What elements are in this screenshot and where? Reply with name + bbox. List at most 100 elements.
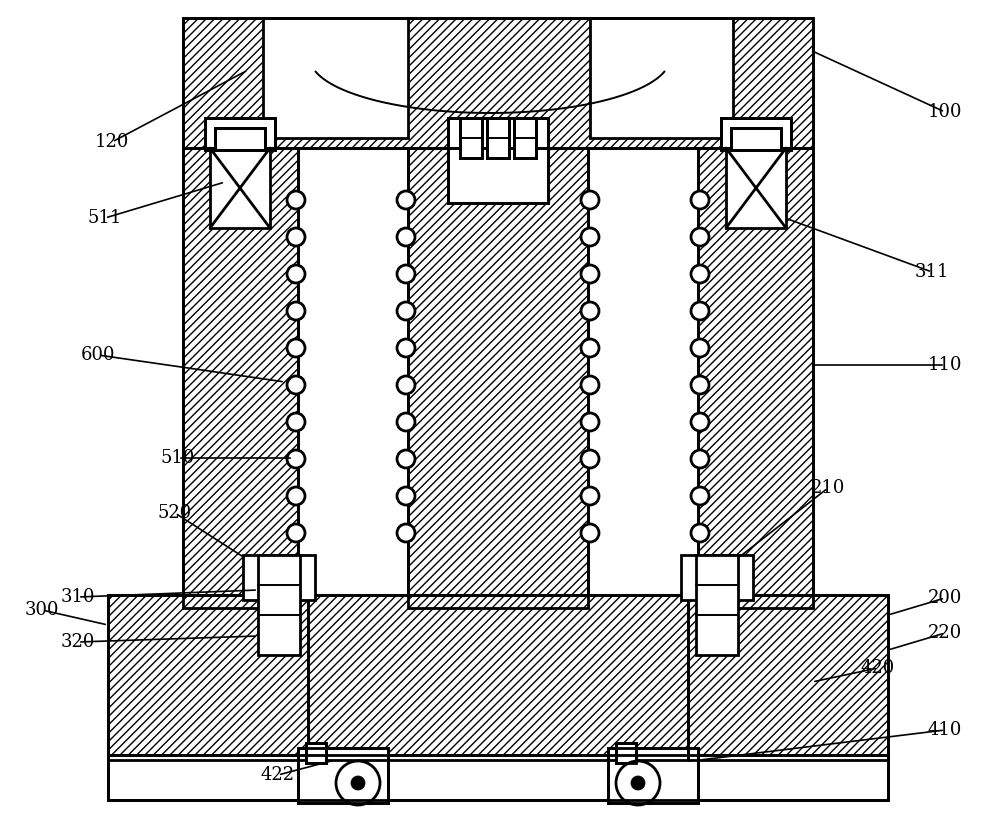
Bar [215,128,265,150]
Text: 110: 110 [928,356,962,374]
Circle shape [287,413,305,431]
Bar [698,148,813,608]
Bar [688,595,888,760]
Bar [726,148,786,228]
Text: 220: 220 [928,624,962,642]
Bar [698,148,813,608]
Bar [460,118,482,158]
Text: 510: 510 [161,449,195,467]
Bar [616,743,636,763]
Circle shape [691,265,709,283]
Bar [183,18,813,148]
Bar [205,118,275,150]
Bar [608,748,698,803]
Bar [408,148,588,608]
Bar [183,148,298,608]
Bar [108,595,308,760]
Circle shape [287,524,305,542]
Bar [308,595,688,760]
Bar [183,148,298,608]
Circle shape [287,339,305,357]
Text: 300: 300 [25,601,59,619]
Text: 520: 520 [158,504,192,522]
Circle shape [397,376,415,394]
Bar [590,18,733,138]
Circle shape [691,339,709,357]
Bar [514,118,536,158]
Bar [298,748,388,803]
Circle shape [397,413,415,431]
Bar [306,743,326,763]
Circle shape [581,487,599,505]
Text: 600: 600 [81,346,115,364]
Bar [263,18,408,138]
Bar [731,128,781,150]
Bar [408,148,588,608]
Text: 100: 100 [928,103,962,121]
Circle shape [397,265,415,283]
Circle shape [691,191,709,209]
Circle shape [287,302,305,320]
Circle shape [397,339,415,357]
Bar [731,128,781,150]
Bar [210,148,270,228]
Bar [306,743,326,763]
Bar [258,555,300,655]
Circle shape [691,487,709,505]
Circle shape [581,450,599,468]
Circle shape [287,376,305,394]
Circle shape [287,265,305,283]
Circle shape [632,777,644,789]
Bar [721,118,791,150]
Bar [696,555,738,655]
Circle shape [397,524,415,542]
Circle shape [581,524,599,542]
Text: 200: 200 [928,589,962,607]
Bar [298,748,388,803]
Circle shape [397,302,415,320]
Circle shape [691,376,709,394]
Bar [308,595,688,760]
Circle shape [581,228,599,246]
Text: 210: 210 [811,479,845,497]
Circle shape [287,191,305,209]
Bar [108,755,888,800]
Circle shape [581,413,599,431]
Circle shape [287,228,305,246]
Text: 511: 511 [88,209,122,227]
Circle shape [581,302,599,320]
Bar [616,743,636,763]
Bar [448,118,548,203]
Bar [108,755,888,800]
Circle shape [616,761,660,805]
Circle shape [691,228,709,246]
Text: 410: 410 [928,721,962,739]
Bar [183,18,813,148]
Circle shape [336,761,380,805]
Circle shape [691,524,709,542]
Bar [514,118,536,158]
Text: 420: 420 [861,659,895,677]
Bar [721,118,791,150]
Text: 120: 120 [95,133,129,151]
Circle shape [397,228,415,246]
Circle shape [287,450,305,468]
Text: 320: 320 [61,633,95,651]
Circle shape [397,191,415,209]
Circle shape [691,302,709,320]
Bar [487,118,509,158]
Circle shape [397,487,415,505]
Bar [205,118,275,150]
Circle shape [397,450,415,468]
Bar [688,595,888,760]
Bar [215,128,265,150]
Circle shape [581,265,599,283]
Bar [681,555,753,600]
Text: 310: 310 [61,588,95,606]
Bar [243,555,315,600]
Circle shape [691,413,709,431]
Circle shape [581,339,599,357]
Circle shape [581,191,599,209]
Bar [460,118,482,158]
Bar [487,118,509,158]
